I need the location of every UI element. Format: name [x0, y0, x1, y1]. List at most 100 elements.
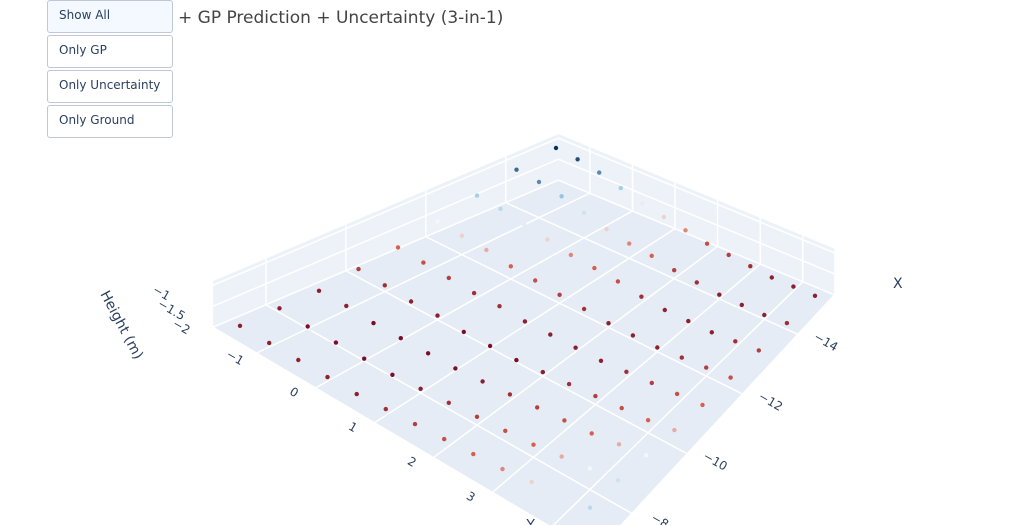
point [536, 179, 542, 185]
side-wall [558, 134, 835, 295]
x-tick-label: −10 [701, 449, 730, 474]
z-axis-title: Height (m) [96, 288, 145, 362]
point [356, 266, 361, 272]
point [508, 264, 513, 269]
y-tick-label: 2 [405, 454, 419, 470]
point [412, 421, 418, 427]
point [545, 237, 550, 242]
point [566, 381, 572, 387]
x-tick-label: −12 [756, 389, 785, 414]
point [333, 340, 339, 345]
point [662, 307, 667, 313]
point [500, 466, 505, 472]
point [237, 323, 243, 328]
y-tick-label: 4 [523, 524, 537, 525]
point [587, 505, 593, 510]
point [627, 241, 632, 246]
point [661, 214, 667, 220]
point [649, 380, 654, 386]
point [640, 201, 645, 206]
point [679, 355, 684, 360]
point [435, 219, 440, 224]
point [371, 320, 376, 326]
point [446, 400, 451, 405]
point [471, 451, 476, 457]
back-wall [213, 134, 559, 328]
point [604, 227, 609, 232]
point [598, 358, 604, 363]
point [435, 313, 440, 318]
point [408, 299, 414, 304]
point [553, 145, 559, 151]
point [655, 345, 660, 350]
menu-button[interactable]: Only Uncertainty [47, 70, 173, 103]
point [535, 405, 540, 410]
point [616, 442, 622, 447]
point [521, 222, 527, 227]
point [769, 275, 774, 280]
x-axis-title: X [893, 276, 903, 292]
point [277, 306, 282, 311]
point [812, 293, 818, 298]
point [398, 336, 403, 341]
point [581, 306, 587, 312]
menu-button[interactable]: Only GP [47, 35, 173, 68]
y-tick-label: −1 [224, 347, 246, 368]
menu-button[interactable]: Only Ground [47, 105, 173, 138]
point [674, 391, 680, 397]
point [597, 170, 602, 175]
point [471, 290, 477, 296]
point [748, 264, 753, 269]
point [704, 241, 710, 246]
point [589, 431, 594, 436]
point [717, 292, 722, 297]
point [639, 294, 644, 299]
point [573, 345, 578, 350]
point [606, 321, 611, 326]
point [645, 418, 651, 423]
y-tick-label: 0 [287, 384, 301, 400]
point [296, 357, 301, 363]
point [704, 365, 709, 370]
point [514, 167, 519, 172]
point [649, 253, 654, 258]
point [619, 405, 624, 411]
point [581, 210, 587, 215]
point [497, 304, 502, 309]
point [568, 252, 574, 258]
menu-button[interactable]: Show All [47, 0, 173, 33]
point [344, 303, 349, 309]
point [325, 374, 330, 380]
point [446, 275, 451, 281]
point [382, 283, 387, 288]
point [461, 329, 466, 335]
point [514, 357, 519, 363]
point [383, 406, 388, 412]
point [540, 369, 545, 375]
point [362, 356, 367, 361]
point [421, 260, 426, 265]
point [558, 492, 563, 497]
point [733, 339, 738, 344]
point [533, 278, 538, 283]
point [305, 324, 310, 329]
point [709, 330, 714, 335]
point [474, 414, 480, 419]
x-tick-label: −8 [649, 510, 671, 525]
point [644, 453, 649, 458]
point [531, 442, 536, 447]
z-grid-line [212, 158, 835, 307]
point [418, 386, 423, 391]
point [480, 379, 485, 384]
point [615, 279, 621, 284]
point [762, 312, 767, 318]
point [791, 284, 796, 289]
z-grid-line [212, 137, 835, 286]
point [694, 280, 699, 285]
point [592, 265, 597, 271]
point [618, 185, 623, 191]
point [562, 418, 567, 423]
y-axis-title: Y [525, 517, 535, 525]
point [267, 340, 272, 346]
